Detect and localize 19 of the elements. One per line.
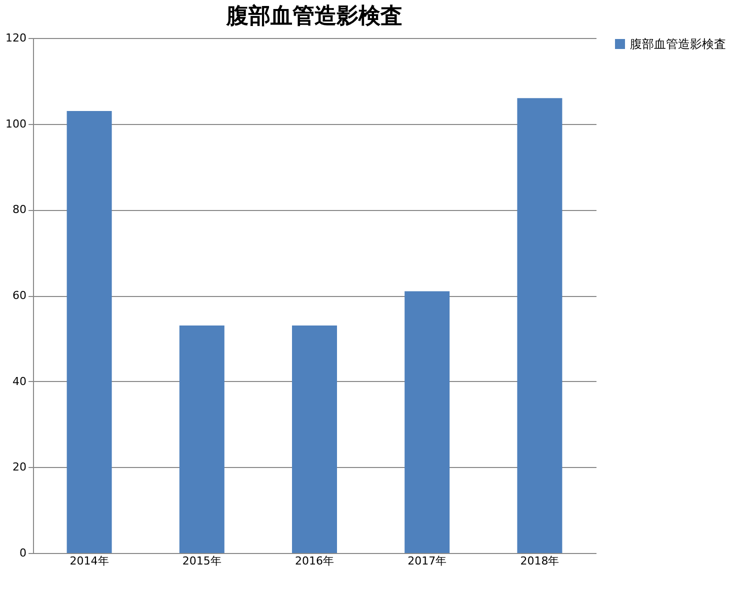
chart-title: 腹部血管造影検査 [226,3,402,29]
y-tick-label: 0 [20,546,26,560]
y-tick-label: 80 [12,203,26,216]
y-tick-label: 100 [6,117,26,130]
bar [517,98,562,553]
y-tick-label: 40 [12,374,26,388]
legend-label: 腹部血管造影検査 [630,37,726,51]
bar [179,326,224,553]
x-tick-label: 2016年 [295,554,334,568]
x-tick-label: 2017年 [408,554,447,568]
y-tick-label: 60 [12,289,26,302]
x-tick-label: 2015年 [182,554,222,568]
x-tick-label: 2018年 [520,554,560,568]
x-tick-label: 2014年 [70,554,109,568]
y-tick-label: 120 [6,32,26,44]
bar [404,291,450,553]
y-tick-label: 20 [12,460,26,474]
bar [66,110,112,553]
bar [292,326,337,553]
